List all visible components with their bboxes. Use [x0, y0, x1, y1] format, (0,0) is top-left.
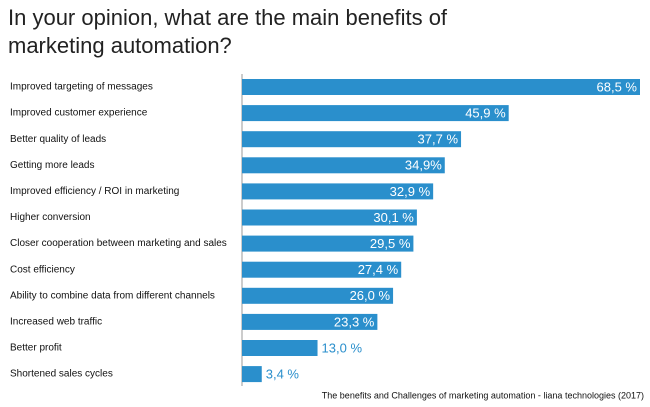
bar — [242, 131, 462, 148]
value-label: 13,0 % — [322, 340, 363, 355]
category-label: Better quality of leads — [10, 134, 106, 145]
category-label: Better profit — [10, 343, 62, 354]
value-label: 27,4 % — [358, 262, 399, 277]
value-label: 45,9 % — [465, 106, 506, 121]
bar — [242, 366, 262, 383]
category-label: Higher conversion — [10, 212, 91, 223]
value-label: 34,9% — [405, 158, 442, 173]
category-label: Shortened sales cycles — [10, 369, 113, 380]
bar — [242, 340, 318, 356]
value-label: 3,4 % — [266, 367, 300, 382]
bar — [242, 235, 414, 252]
bar — [242, 105, 509, 122]
value-label: 68,5 % — [597, 79, 638, 94]
source-note: The benefits and Challenges of marketing… — [322, 390, 644, 400]
category-label: Improved targeting of messages — [10, 82, 153, 93]
bar — [242, 287, 394, 304]
chart-title: In your opinion, what are the main benef… — [8, 5, 448, 58]
value-label: 30,1 % — [373, 210, 414, 225]
bar — [242, 157, 445, 174]
value-label: 32,9 % — [390, 184, 431, 199]
bar — [242, 183, 434, 200]
bar — [242, 313, 378, 330]
value-label: 26,0 % — [350, 288, 391, 303]
bar — [242, 261, 402, 278]
value-label: 23,3 % — [334, 314, 375, 329]
category-label: Improved customer experience — [10, 108, 148, 119]
bar — [242, 209, 417, 226]
category-label: Cost efficiency — [10, 264, 75, 275]
value-label: 37,7 % — [418, 132, 459, 147]
category-label: Getting more leads — [10, 160, 95, 171]
category-label: Ability to combine data from different c… — [10, 290, 215, 301]
value-label: 29,5 % — [370, 236, 411, 251]
bar — [242, 79, 640, 95]
category-label: Closer cooperation between marketing and… — [10, 238, 227, 249]
category-label: Improved efficiency / ROI in marketing — [10, 186, 179, 197]
category-label: Increased web traffic — [10, 317, 102, 328]
